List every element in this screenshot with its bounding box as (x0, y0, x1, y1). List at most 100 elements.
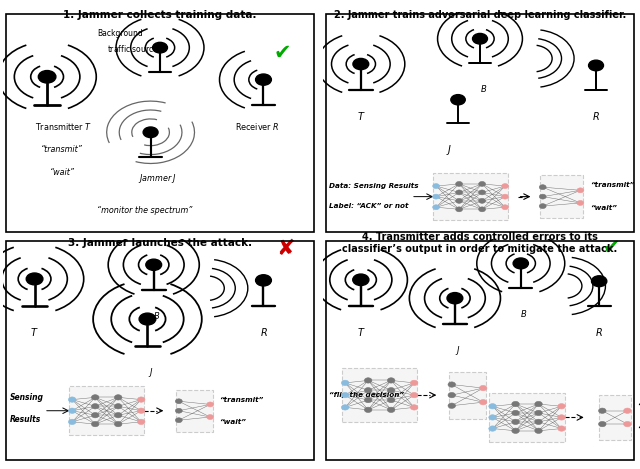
Circle shape (489, 404, 496, 409)
Circle shape (591, 276, 607, 287)
Circle shape (387, 387, 395, 393)
Circle shape (535, 401, 542, 407)
Text: $R$: $R$ (260, 326, 268, 338)
Circle shape (598, 408, 606, 413)
Text: ✔: ✔ (603, 238, 620, 258)
Circle shape (68, 397, 76, 402)
Text: $T$: $T$ (356, 326, 365, 338)
Circle shape (535, 410, 542, 416)
Circle shape (387, 378, 395, 383)
Text: $T$: $T$ (30, 326, 39, 338)
Circle shape (364, 387, 372, 393)
Circle shape (341, 393, 349, 398)
Circle shape (207, 415, 214, 419)
Circle shape (456, 198, 463, 204)
Circle shape (540, 185, 546, 189)
Circle shape (577, 200, 584, 205)
Text: $J$: $J$ (455, 344, 461, 357)
Circle shape (410, 393, 418, 398)
Circle shape (26, 273, 43, 285)
Circle shape (479, 386, 487, 391)
Text: $B$: $B$ (479, 83, 487, 94)
Circle shape (448, 393, 456, 398)
Circle shape (479, 207, 486, 212)
Circle shape (138, 397, 145, 402)
Text: 4. Transmitter adds controlled errors to its
classifier’s output in order to mit: 4. Transmitter adds controlled errors to… (342, 232, 618, 254)
Circle shape (341, 380, 349, 386)
Text: Results: Results (10, 415, 41, 424)
Circle shape (558, 404, 565, 409)
Text: $R$: $R$ (592, 110, 600, 122)
Circle shape (38, 70, 56, 83)
Circle shape (353, 59, 369, 70)
Circle shape (535, 428, 542, 433)
Circle shape (433, 205, 440, 210)
Circle shape (577, 188, 584, 193)
Text: “wait”: “wait” (590, 205, 616, 211)
Text: “monitor the spectrum”: “monitor the spectrum” (97, 205, 193, 214)
Circle shape (255, 74, 271, 85)
Text: Jammer $J$: Jammer $J$ (138, 172, 177, 185)
Circle shape (456, 182, 463, 186)
FancyBboxPatch shape (175, 390, 213, 432)
Text: Data: Sensing Results: Data: Sensing Results (330, 182, 419, 189)
Circle shape (364, 397, 372, 403)
Circle shape (138, 419, 145, 424)
Text: traffic source $B$: traffic source $B$ (107, 43, 166, 54)
Text: 3. Jammer launches the attack.: 3. Jammer launches the attack. (68, 238, 252, 248)
Circle shape (472, 33, 488, 44)
Circle shape (139, 313, 156, 325)
Circle shape (558, 426, 565, 431)
Circle shape (410, 380, 418, 386)
Circle shape (512, 401, 519, 407)
Circle shape (341, 405, 349, 410)
Circle shape (589, 60, 604, 71)
Text: “flip the decision”: “flip the decision” (330, 392, 404, 398)
Circle shape (207, 402, 214, 407)
Circle shape (540, 204, 546, 209)
Circle shape (502, 194, 509, 199)
Text: ✔: ✔ (273, 43, 291, 63)
Circle shape (115, 404, 122, 409)
Circle shape (535, 419, 542, 424)
Circle shape (479, 198, 486, 204)
Circle shape (143, 127, 158, 137)
Text: $J$: $J$ (445, 143, 452, 157)
FancyBboxPatch shape (540, 175, 584, 218)
Text: “wait”: “wait” (637, 425, 640, 431)
Circle shape (512, 419, 519, 424)
Circle shape (364, 378, 372, 383)
Circle shape (175, 399, 182, 404)
FancyBboxPatch shape (490, 393, 564, 442)
FancyBboxPatch shape (449, 372, 486, 418)
Circle shape (448, 403, 456, 408)
Circle shape (540, 194, 546, 199)
Circle shape (410, 405, 418, 410)
Circle shape (456, 207, 463, 212)
Circle shape (448, 382, 456, 387)
Circle shape (138, 408, 145, 413)
Text: $T$: $T$ (356, 110, 365, 122)
Circle shape (175, 418, 182, 423)
Circle shape (456, 190, 463, 195)
Circle shape (92, 395, 99, 400)
Circle shape (115, 422, 122, 427)
Circle shape (92, 413, 99, 418)
Text: 2. Jammer trains adversarial deep learning classifier.: 2. Jammer trains adversarial deep learni… (334, 10, 626, 20)
Text: $J$: $J$ (148, 366, 154, 379)
Circle shape (512, 410, 519, 416)
Text: ✘: ✘ (276, 239, 295, 259)
Circle shape (255, 275, 271, 286)
Text: Sensing: Sensing (10, 393, 44, 402)
Circle shape (512, 428, 519, 433)
Text: Label: “ACK” or not: Label: “ACK” or not (330, 203, 409, 209)
FancyBboxPatch shape (433, 173, 508, 220)
Circle shape (353, 274, 369, 286)
Circle shape (623, 408, 631, 413)
FancyBboxPatch shape (599, 395, 630, 440)
Circle shape (502, 183, 509, 189)
Circle shape (387, 407, 395, 413)
Text: $B$: $B$ (153, 310, 161, 321)
Text: $R$: $R$ (595, 326, 603, 338)
Circle shape (479, 190, 486, 195)
